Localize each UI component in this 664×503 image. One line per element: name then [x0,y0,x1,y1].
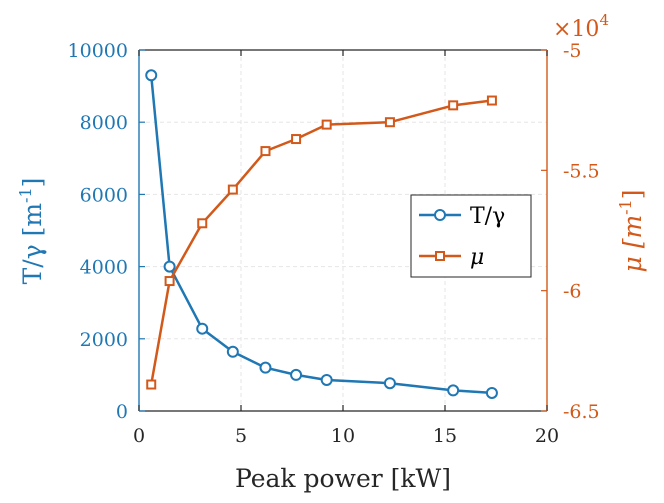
point-t-gamma-4 [259,361,272,374]
x-tick-label-3: 15 [433,425,457,447]
series-line-mu [149,99,493,385]
left-axis-label-exp: -1 [16,187,35,203]
right-axis-multiplier-base: ×10 [553,17,599,42]
right-tick-label-1: -6 [563,281,582,303]
left-tick-label-0: 0 [116,401,128,423]
point-t-gamma-1 [163,260,176,273]
left-axis-label: T/γ [m-1] [16,178,47,285]
left-tick-label-2: 4000 [80,257,128,279]
point-mu-7 [384,117,395,128]
x-tick-label-0: 0 [133,425,145,447]
right-axis-label-close: ] [618,189,647,199]
point-mu-0 [146,379,157,390]
left-axis-label-main: T/γ [m [18,203,47,285]
left-tick-label-5: 10000 [68,40,128,62]
right-tick-label-2: -5.5 [563,160,600,182]
point-t-gamma-2 [196,322,209,335]
right-tick-label-0: -6.5 [563,401,600,423]
point-t-gamma-9 [485,386,498,399]
point-mu-2 [197,218,208,229]
right-axis-label: μ [m-1] [616,189,647,272]
point-mu-5 [291,134,302,145]
series-line-t-gamma [149,75,492,395]
right-axis-multiplier: ×104 [553,11,609,42]
point-mu-4 [260,146,271,157]
x-tick-label-2: 10 [331,425,355,447]
left-tick-label-1: 2000 [80,329,128,351]
left-tick-label-3: 6000 [80,184,128,206]
legend-label-mu: μ [470,245,484,270]
point-t-gamma-3 [226,345,239,358]
legend-box [410,194,532,278]
point-mu-9 [486,95,497,106]
point-t-gamma-5 [290,368,303,381]
point-mu-3 [227,184,238,195]
legend-marker-mu [435,251,445,261]
point-t-gamma-8 [447,384,460,397]
right-tick-label-3: -5 [563,40,582,62]
series [145,69,498,399]
left-tick-label-4: 8000 [80,112,128,134]
x-tick-label-4: 20 [535,425,559,447]
right-axis-label-exp: -1 [616,199,635,215]
point-mu-1 [164,276,175,287]
point-t-gamma-7 [383,377,396,390]
point-t-gamma-0 [145,69,158,82]
right-axis-multiplier-exp: 4 [599,11,609,29]
right-axis-label-main: μ [m [618,215,647,273]
legend: T/γ μ [410,194,532,278]
x-axis-label: Peak power [kW] [235,464,451,493]
point-mu-6 [321,119,332,130]
point-mu-8 [448,100,459,111]
point-t-gamma-6 [320,373,333,386]
ticks: 0 5 10 15 20 0 2000 4000 6000 8000 10000 -6.5 -6 -5.5… [68,40,600,447]
legend-marker-t-gamma [434,209,446,221]
legend-label-t-gamma: T/γ [470,204,505,229]
left-axis-label-close: ] [18,178,47,188]
x-tick-label-1: 5 [235,425,247,447]
